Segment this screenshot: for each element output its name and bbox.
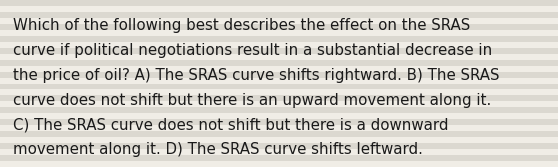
Bar xyxy=(0,66,558,72)
Text: Which of the following best describes the effect on the SRAS: Which of the following best describes th… xyxy=(13,18,470,33)
Bar xyxy=(0,12,558,18)
Bar xyxy=(0,143,558,149)
Bar xyxy=(0,95,558,101)
Bar xyxy=(0,119,558,125)
Bar xyxy=(0,6,558,12)
Bar xyxy=(0,54,558,60)
Bar xyxy=(0,0,558,6)
Text: C) The SRAS curve does not shift but there is a downward: C) The SRAS curve does not shift but the… xyxy=(13,117,449,132)
Bar xyxy=(0,101,558,107)
Bar xyxy=(0,155,558,161)
Bar xyxy=(0,18,558,24)
Bar xyxy=(0,24,558,30)
Bar xyxy=(0,113,558,119)
Bar xyxy=(0,48,558,54)
Bar xyxy=(0,161,558,167)
Bar xyxy=(0,42,558,48)
Bar xyxy=(0,107,558,113)
Text: curve does not shift but there is an upward movement along it.: curve does not shift but there is an upw… xyxy=(13,93,491,108)
Bar xyxy=(0,125,558,131)
Bar xyxy=(0,36,558,42)
Text: the price of oil? A) The SRAS curve shifts rightward. B) The SRAS: the price of oil? A) The SRAS curve shif… xyxy=(13,68,499,83)
Text: movement along it. D) The SRAS curve shifts leftward.: movement along it. D) The SRAS curve shi… xyxy=(13,142,423,157)
Bar xyxy=(0,137,558,143)
Bar xyxy=(0,90,558,95)
Text: curve if political negotiations result in a substantial decrease in: curve if political negotiations result i… xyxy=(13,43,492,58)
Bar xyxy=(0,131,558,137)
Bar xyxy=(0,60,558,66)
Bar xyxy=(0,149,558,155)
Bar xyxy=(0,84,558,90)
Bar xyxy=(0,77,558,84)
Bar xyxy=(0,30,558,36)
Bar xyxy=(0,72,558,77)
